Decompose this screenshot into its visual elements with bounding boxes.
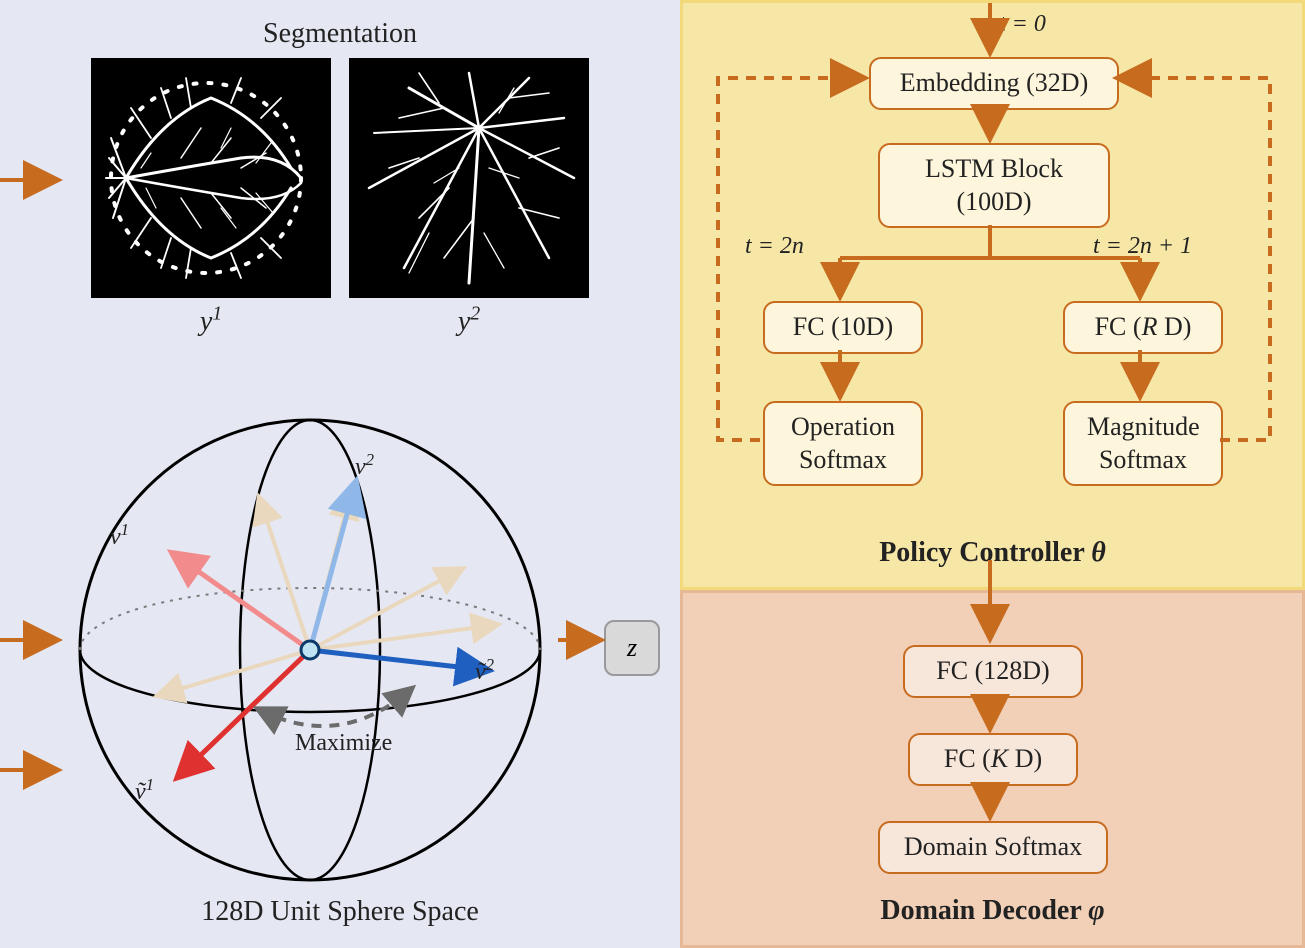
- sphere-caption: 128D Unit Sphere Space: [0, 896, 680, 928]
- v2t-label: ṽ2: [475, 655, 494, 686]
- seg-col-1: y1: [91, 58, 331, 338]
- lstm-box: LSTM Block (100D): [878, 143, 1110, 228]
- sphere-icon: [40, 390, 580, 890]
- seg-image-2: [349, 58, 589, 298]
- decoder-panel: FC (128D) FC (K D) Domain Softmax Domain…: [680, 590, 1305, 948]
- t-odd-label: t = 2n + 1: [1093, 233, 1192, 260]
- domain-softmax-box: Domain Softmax: [878, 821, 1108, 874]
- t0-label: t = 0: [999, 11, 1046, 38]
- maximize-label: Maximize: [295, 730, 392, 757]
- z-label: z: [627, 633, 637, 663]
- decoder-title: Domain Decoder φ: [683, 895, 1302, 927]
- vessel-icon-1: [91, 58, 331, 298]
- segmentation-images: y1: [0, 58, 680, 338]
- embedding-box: Embedding (32D): [869, 57, 1119, 110]
- seg-label-2: y2: [458, 304, 480, 338]
- op-softmax-box: Operation Softmax: [763, 401, 923, 486]
- v1t-label: ṽ1: [135, 775, 154, 806]
- left-panel: Segmentation: [0, 0, 680, 948]
- v2-label: v2: [355, 450, 374, 481]
- policy-title: Policy Controller θ: [683, 537, 1302, 569]
- y2-label: y2: [458, 306, 480, 337]
- seg-label-1: y1: [200, 304, 222, 338]
- z-box: z: [604, 620, 660, 676]
- fcR-box: FC (R D): [1063, 301, 1223, 354]
- sphere-area: v1 v2 ṽ1 ṽ2 Maximize: [0, 380, 680, 948]
- seg-col-2: y2: [349, 58, 589, 338]
- t-even-label: t = 2n: [745, 233, 804, 260]
- seg-image-1: [91, 58, 331, 298]
- fc10-box: FC (10D): [763, 301, 923, 354]
- segmentation-title: Segmentation: [0, 18, 680, 50]
- policy-panel: t = 0 Embedding (32D) LSTM Block (100D) …: [680, 0, 1305, 590]
- vessel-icon-2: [349, 58, 589, 298]
- v1-label: v1: [110, 520, 129, 551]
- y1-label: y1: [200, 306, 222, 337]
- fcK-box: FC (K D): [908, 733, 1078, 786]
- mag-softmax-box: Magnitude Softmax: [1063, 401, 1223, 486]
- fc128-box: FC (128D): [903, 645, 1083, 698]
